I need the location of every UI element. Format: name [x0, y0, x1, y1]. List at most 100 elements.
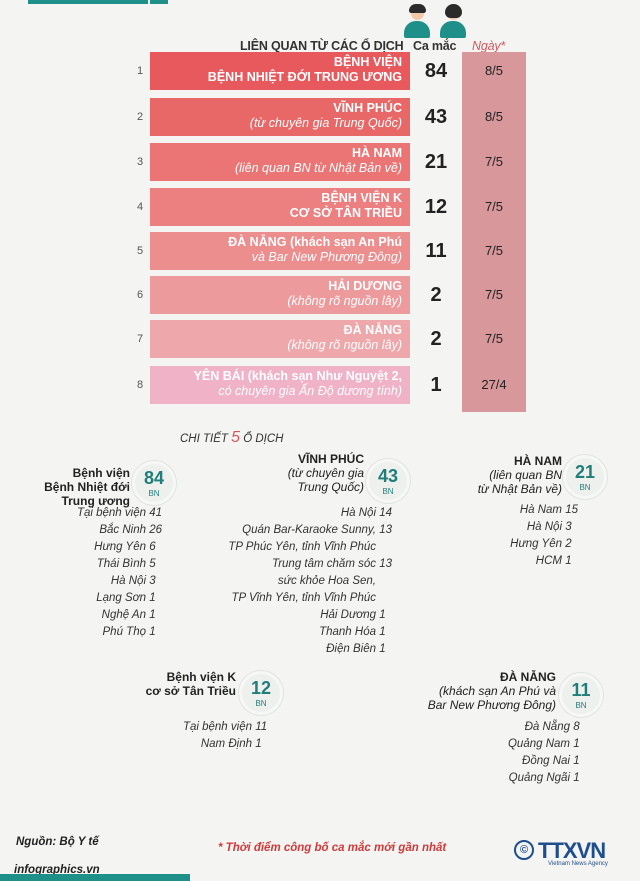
cluster-vinh-phuc-badge: 43 BN — [366, 459, 410, 503]
detail-section-title: CHI TIẾT 5 Ổ DỊCH — [180, 429, 283, 447]
list-item-count: 1 — [379, 626, 386, 638]
list-item-count: 1 — [379, 609, 386, 621]
row-number: 2 — [136, 111, 144, 123]
table-row: 1 BỆNH VIỆN BỆNH NHIỆT ĐỚI TRUNG ƯƠNG 84 8/5 — [137, 52, 526, 90]
cluster-bv-k-title: Bệnh viện K cơ sở Tân Triều — [130, 670, 236, 698]
date-column-background — [462, 52, 526, 412]
row-label-line2: và Bar New Phương Đông) — [251, 250, 402, 264]
row-label-line2: (từ chuyên gia Trung Quốc) — [249, 116, 402, 130]
row-label-box: YÊN BÁI (khách sạn Như Nguyệt 2, có chuyê… — [150, 366, 410, 404]
row-label-line1: ĐÀ NẴNG (khách sạn An Phú — [228, 235, 402, 249]
ttxvn-logo: TTXVN — [538, 838, 606, 863]
row-cases: 21 — [414, 143, 458, 181]
list-item-place: Hà Nội — [526, 521, 562, 533]
row-label-line2: (liên quan BN từ Nhật Bản về) — [234, 161, 402, 175]
top-accent-bar — [28, 0, 148, 4]
cluster-title-line: ĐÀ NẴNG — [500, 670, 556, 684]
footnote: * Thời điểm công bố ca mắc mới gần nhất — [218, 842, 447, 854]
row-date: 7/5 — [484, 199, 504, 214]
list-item: TP Phúc Yên, tỉnh Vĩnh Phúc — [206, 539, 392, 556]
cluster-title-line: Bar New Phương Đông) — [427, 698, 556, 712]
row-date: 8/5 — [484, 109, 504, 124]
detail-title-post: Ổ DỊCH — [243, 433, 284, 445]
list-item: Quán Bar-Karaoke Sunny, 13 — [206, 522, 392, 539]
badge-unit: BN — [579, 483, 591, 492]
list-item: Đồng Nai 1 — [496, 753, 580, 770]
row-label: BỆNH VIỆN BỆNH NHIỆT ĐỚI TRUNG ƯƠNG — [152, 55, 402, 85]
table-row: 5 ĐÀ NẴNG (khách sạn An Phú và Bar New Phư… — [137, 232, 526, 270]
badge-count: 43 — [377, 466, 399, 486]
row-label: BỆNH VIỆN K CƠ SỞ TÂN TRIỀU — [152, 191, 402, 221]
badge-count: 11 — [571, 680, 591, 700]
cluster-bv-nhiet-doi-badge: 84 BN — [132, 461, 176, 505]
cluster-vinh-phuc-list: Hà Nội 14 Quán Bar-Karaoke Sunny, 13 TP Ph… — [206, 505, 392, 658]
row-number: 7 — [136, 333, 144, 345]
list-item-count: 3 — [149, 575, 156, 587]
list-item-count: 8 — [573, 721, 580, 733]
cluster-ha-nam-title: HÀ NAM (liên quan BN từ Nhật Bản về) — [456, 454, 562, 496]
list-item: Hải Dương 1 — [206, 607, 392, 624]
row-label: ĐÀ NẴNG (không rõ nguồn lây) — [152, 323, 402, 353]
list-item-place: Quảng Ngãi — [508, 772, 570, 784]
table-row: 6 HẢI DƯƠNG (không rõ nguồn lây) 2 7/5 — [137, 276, 526, 314]
row-label-line2: CƠ SỞ TÂN TRIỀU — [289, 206, 402, 220]
list-item: sức khỏe Hoa Sen, — [206, 573, 392, 590]
list-item: HCM 1 — [490, 553, 578, 570]
row-label: HÀ NAM (liên quan BN từ Nhật Bản về) — [152, 146, 402, 176]
list-item-place: Phú Thọ — [102, 626, 146, 638]
row-label-box: ĐÀ NẴNG (khách sạn An Phú và Bar New Phươ… — [150, 232, 410, 270]
list-item-place: Lạng Sơn — [96, 592, 146, 604]
male-person-icon — [402, 4, 432, 38]
table-row: 3 HÀ NAM (liên quan BN từ Nhật Bản về) 21 7/… — [137, 143, 526, 181]
row-label-box: HẢI DƯƠNG (không rõ nguồn lây) — [150, 276, 410, 314]
list-item: Quảng Ngãi 1 — [496, 770, 580, 787]
list-item-place: Thái Bình — [96, 558, 146, 570]
list-item-count: 1 — [255, 738, 262, 750]
cluster-ha-nam-badge: 21 BN — [563, 455, 607, 499]
copyright-icon: © — [514, 840, 534, 860]
cluster-ha-nam-list: Hà Nam 15 Hà Nội 3 Hưng Yên 2 HCM 1 — [490, 502, 578, 570]
list-item-count: 1 — [573, 772, 580, 784]
table-row: 8 YÊN BÁI (khách sạn Như Nguyệt 2, có chuy… — [137, 366, 526, 404]
cluster-title-line: Bệnh Nhiệt đới — [44, 480, 130, 494]
list-item-count: 1 — [565, 555, 572, 567]
list-item-count: 3 — [565, 521, 572, 533]
list-item: Hà Nội 3 — [40, 573, 162, 590]
list-item-place: Hà Nam — [519, 504, 562, 516]
detail-title-number: 5 — [231, 429, 241, 446]
row-label: YÊN BÁI (khách sạn Như Nguyệt 2, có chuyê… — [152, 369, 402, 399]
cluster-da-nang-badge: 11 BN — [559, 673, 603, 717]
list-item-count: 2 — [565, 538, 572, 550]
site-link[interactable]: infographics.vn — [14, 864, 100, 876]
row-number: 3 — [136, 156, 144, 168]
row-cases: 1 — [414, 366, 458, 404]
list-item-place: Hải Dương — [320, 609, 376, 621]
list-item-place: Hà Nội — [110, 575, 146, 587]
row-label-line2: (không rõ nguồn lây) — [287, 294, 402, 308]
badge-unit: BN — [575, 701, 587, 710]
badge-unit: BN — [255, 699, 267, 708]
list-item-place: Tại bệnh viện — [182, 721, 252, 733]
list-item: Phú Thọ 1 — [40, 624, 162, 641]
row-label-box: BỆNH VIỆN K CƠ SỞ TÂN TRIỀU — [150, 188, 410, 226]
row-number: 6 — [136, 289, 144, 301]
cluster-title-line: từ Nhật Bản về) — [477, 482, 562, 496]
table-row: 4 BỆNH VIỆN K CƠ SỞ TÂN TRIỀU 12 7/5 — [137, 188, 526, 226]
list-item-place: TP Phúc Yên, tỉnh Vĩnh Phúc — [228, 541, 376, 553]
list-item: Nghệ An 1 — [40, 607, 162, 624]
cluster-title-line: cơ sở Tân Triều — [145, 684, 236, 698]
list-item: Hưng Yên 2 — [490, 536, 578, 553]
row-label-line2: BỆNH NHIỆT ĐỚI TRUNG ƯƠNG — [207, 70, 402, 84]
row-number: 5 — [136, 245, 144, 257]
list-item-place: Hà Nội — [340, 507, 376, 519]
row-cases: 2 — [414, 320, 458, 358]
list-item: Hà Nội 14 — [206, 505, 392, 522]
list-item: Hà Nội 3 — [490, 519, 578, 536]
row-label: HẢI DƯƠNG (không rõ nguồn lây) — [152, 279, 402, 309]
cluster-bv-nhiet-doi-title: Bệnh viện Bệnh Nhiệt đới Trung ương — [24, 466, 130, 508]
list-item-count: 41 — [149, 507, 162, 519]
row-label-line1: ĐÀ NẴNG — [343, 323, 402, 337]
cluster-vinh-phuc-title: VĨNH PHÚC (từ chuyên gia Trung Quốc) — [248, 452, 364, 494]
top-accent-bar-short — [150, 0, 168, 4]
list-item: Nam Định 1 — [178, 736, 267, 753]
